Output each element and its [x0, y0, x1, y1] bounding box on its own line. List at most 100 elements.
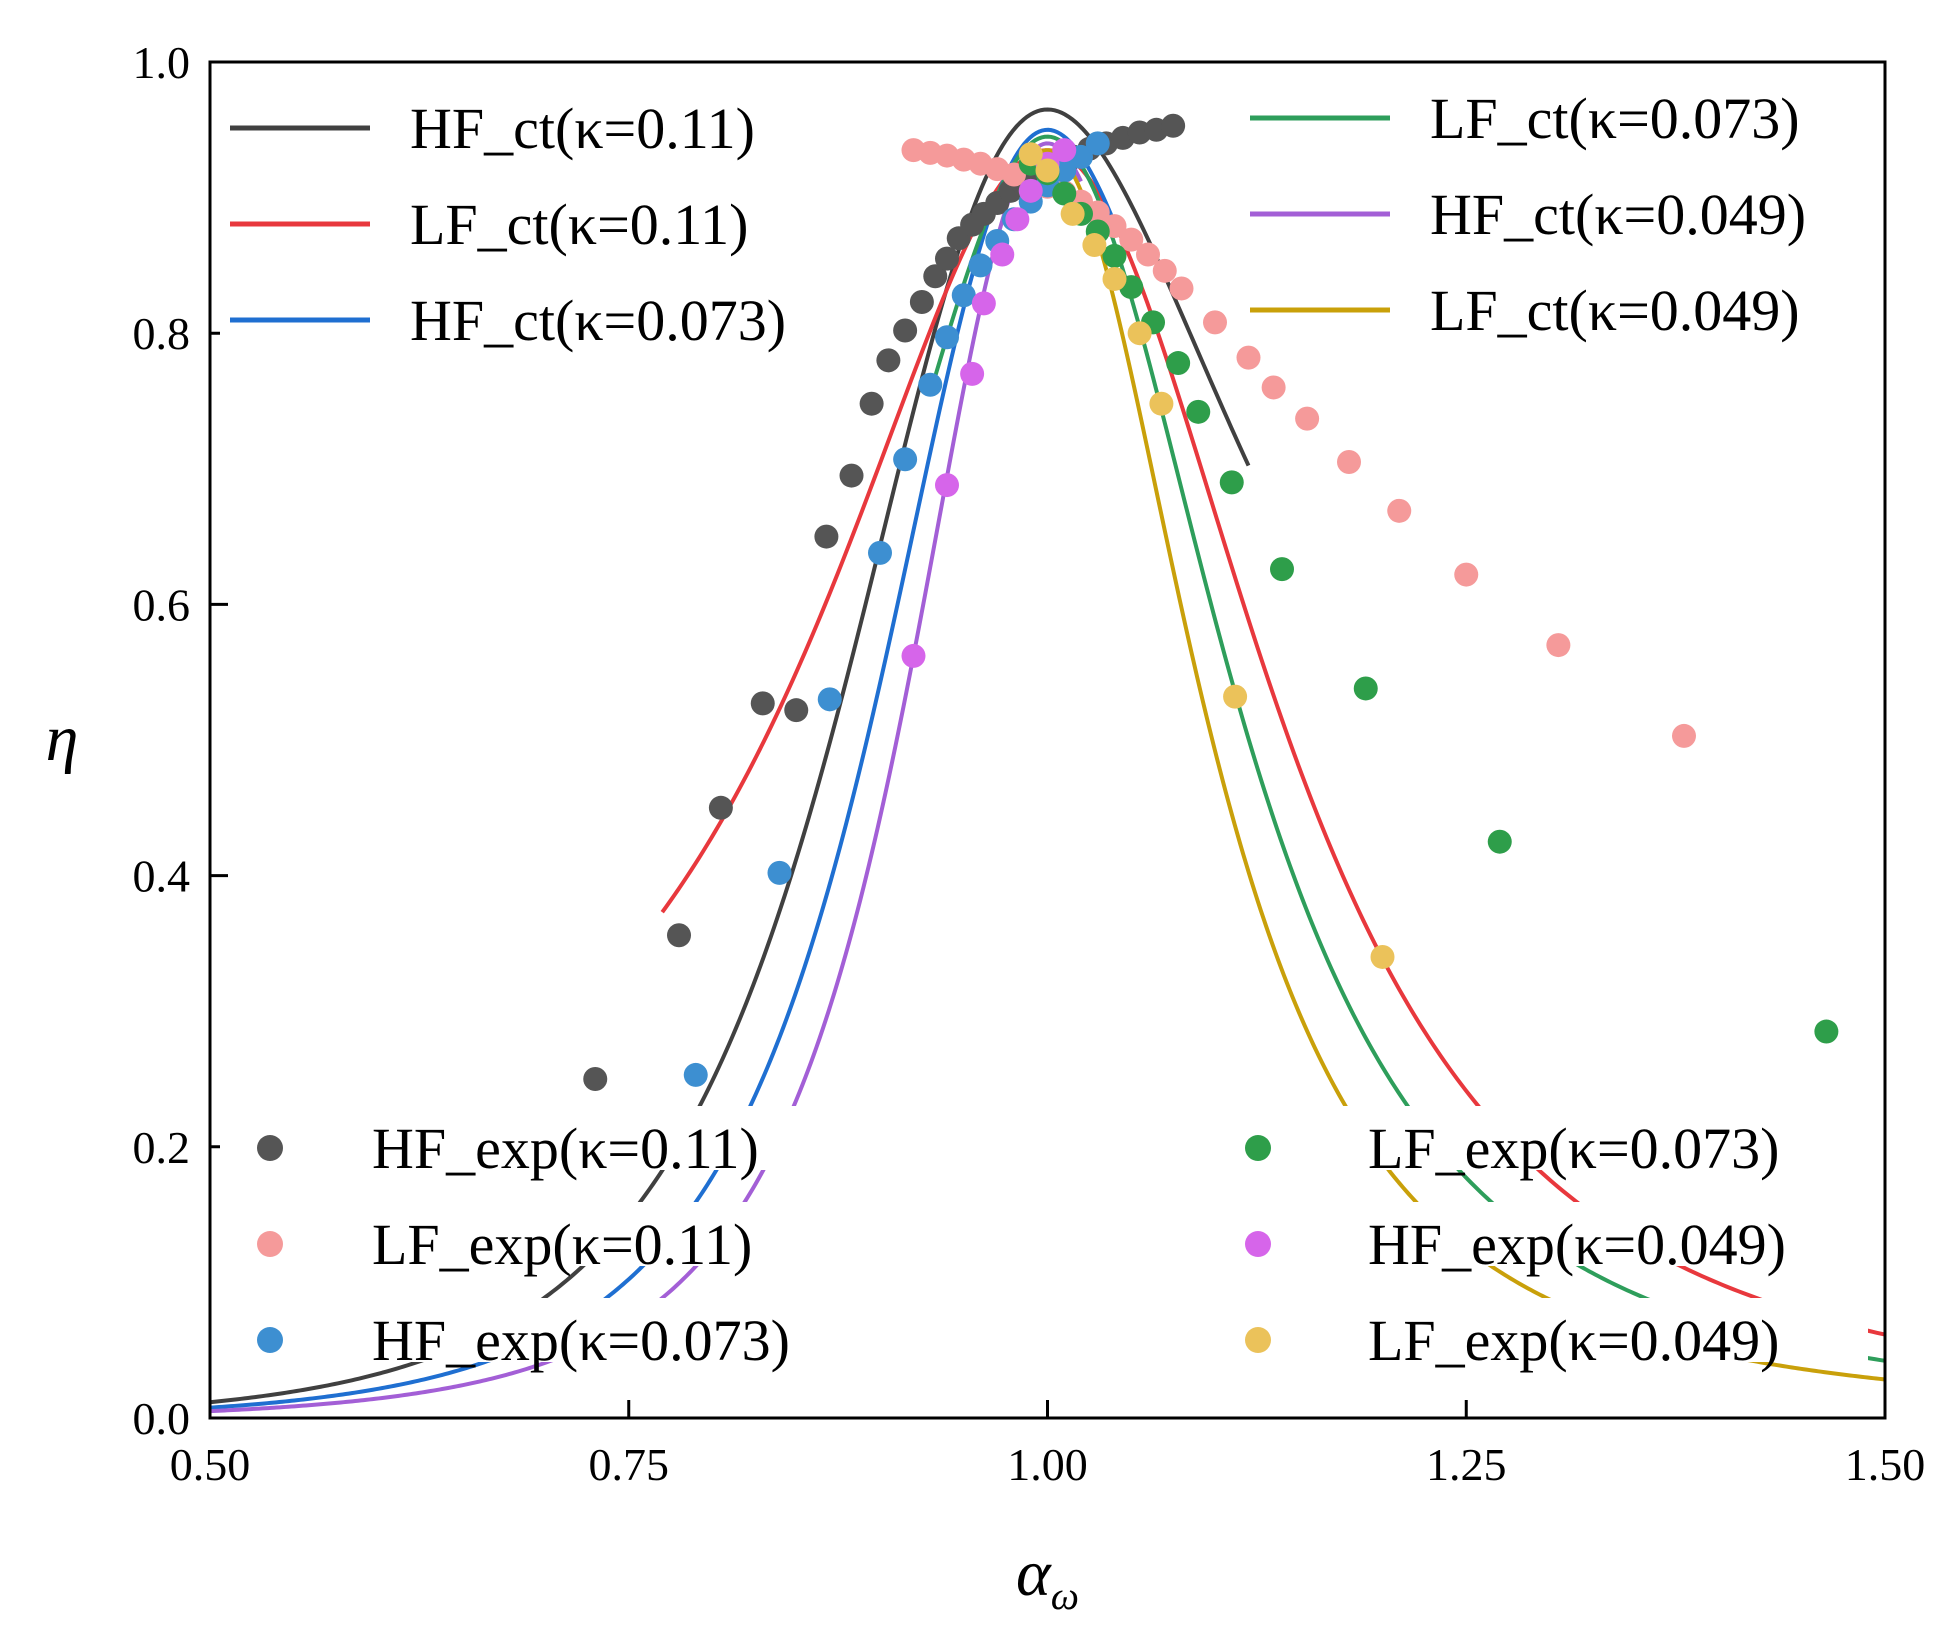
- y-tick-label: 0.8: [133, 308, 191, 359]
- x-tick-label: 1.00: [1007, 1439, 1088, 1490]
- x-axis-title: αω: [1016, 1537, 1079, 1618]
- data-point: [1060, 201, 1085, 226]
- legend-label: LF_ct(κ=0.11): [410, 192, 748, 257]
- data-point: [923, 264, 948, 289]
- data-point: [1136, 242, 1160, 267]
- data-point: [817, 687, 842, 712]
- y-tick-label: 0.0: [133, 1393, 191, 1444]
- data-point: [859, 391, 884, 416]
- x-tick-label: 0.50: [170, 1439, 251, 1490]
- data-point: [901, 643, 926, 668]
- legend-label: LF_exp(κ=0.073): [1368, 1116, 1780, 1181]
- legend-label: HF_ct(κ=0.073): [410, 288, 786, 353]
- data-point: [1270, 557, 1294, 582]
- data-point: [667, 923, 691, 948]
- legend-item-bg: [220, 1202, 870, 1266]
- data-point: [893, 447, 918, 472]
- data-point: [1035, 158, 1060, 183]
- data-point: [1102, 243, 1127, 268]
- x-axis-title-main: α: [1016, 1537, 1052, 1610]
- data-point: [1166, 351, 1191, 376]
- data-point: [1295, 406, 1320, 431]
- data-point: [1261, 375, 1286, 400]
- data-point: [935, 325, 959, 350]
- data-point: [960, 361, 985, 386]
- y-tick-label: 0.4: [133, 851, 191, 902]
- legend-item-bg: [1240, 172, 1880, 236]
- legend-item-bg: [220, 86, 690, 150]
- data-point: [1353, 676, 1378, 701]
- data-point: [583, 1067, 608, 1091]
- data-point: [868, 540, 892, 565]
- legend-label: LF_exp(κ=0.11): [372, 1212, 752, 1277]
- data-point: [935, 473, 959, 498]
- data-point: [1169, 276, 1194, 301]
- legend-label: HF_ct(κ=0.049): [1430, 182, 1806, 247]
- legend-marker-swatch: [1245, 1327, 1271, 1353]
- legend-label: LF_ct(κ=0.049): [1430, 278, 1800, 343]
- data-point: [1102, 266, 1127, 291]
- x-tick-label: 1.25: [1426, 1439, 1507, 1490]
- legend-item-bg: [1208, 1106, 1868, 1170]
- legend-item-bg: [220, 182, 690, 246]
- data-point: [1085, 131, 1110, 156]
- data-point: [1546, 633, 1571, 658]
- y-tick-label: 0.6: [133, 579, 191, 630]
- legend-marker-swatch: [257, 1231, 283, 1257]
- data-point: [683, 1062, 708, 1087]
- data-point: [814, 524, 839, 549]
- y-axis-title: η: [46, 702, 79, 775]
- data-point: [968, 253, 993, 278]
- legend-item-bg: [220, 278, 690, 342]
- legend-label: LF_exp(κ=0.049): [1368, 1308, 1780, 1373]
- data-point: [1018, 178, 1043, 203]
- legend-marker-swatch: [1245, 1135, 1271, 1161]
- data-point: [767, 860, 792, 885]
- y-tick-label: 1.0: [133, 37, 191, 88]
- y-axis: 0.0 0.2 0.4 0.6 0.8 1.0: [133, 37, 228, 1444]
- y-tick-label: 0.2: [133, 1122, 191, 1173]
- data-point: [893, 318, 918, 343]
- data-point: [1052, 181, 1077, 206]
- data-point: [1119, 227, 1144, 252]
- data-point: [1186, 399, 1211, 424]
- data-point: [750, 691, 775, 716]
- data-point: [1052, 138, 1077, 163]
- x-tick-label: 1.50: [1845, 1439, 1926, 1490]
- legend-item-bg: [220, 1106, 870, 1170]
- data-point: [1454, 562, 1479, 587]
- data-point: [1236, 345, 1261, 370]
- data-point: [1161, 113, 1186, 138]
- data-point: [1127, 321, 1152, 346]
- data-point: [1223, 684, 1248, 709]
- legend-marker-swatch: [257, 1135, 283, 1161]
- data-point: [1152, 258, 1177, 283]
- data-point: [1018, 142, 1043, 167]
- data-point: [1337, 450, 1361, 475]
- data-point: [971, 291, 996, 316]
- data-point: [1149, 391, 1174, 416]
- data-point: [990, 242, 1015, 267]
- data-point: [1672, 723, 1696, 748]
- data-point: [784, 698, 809, 723]
- data-point: [1203, 310, 1227, 335]
- data-point: [951, 283, 976, 308]
- legend-label: HF_exp(κ=0.049): [1368, 1212, 1786, 1277]
- legend-label: HF_exp(κ=0.073): [372, 1308, 790, 1373]
- legend-item-bg: [1240, 76, 1880, 140]
- data-point: [1219, 470, 1244, 495]
- data-point: [909, 290, 934, 315]
- legend-item-bg: [1240, 268, 1880, 332]
- data-point: [1814, 1019, 1839, 1044]
- x-tick-label: 0.75: [589, 1439, 670, 1490]
- data-point: [1005, 207, 1030, 232]
- legend-label: HF_exp(κ=0.11): [372, 1116, 759, 1181]
- legend-item-bg: [1208, 1202, 1868, 1266]
- data-point: [1370, 944, 1395, 969]
- legend-item-bg: [220, 1298, 870, 1362]
- data-point: [1082, 233, 1107, 258]
- legend-marker-swatch: [257, 1327, 283, 1353]
- legend-item-bg: [1208, 1298, 1868, 1362]
